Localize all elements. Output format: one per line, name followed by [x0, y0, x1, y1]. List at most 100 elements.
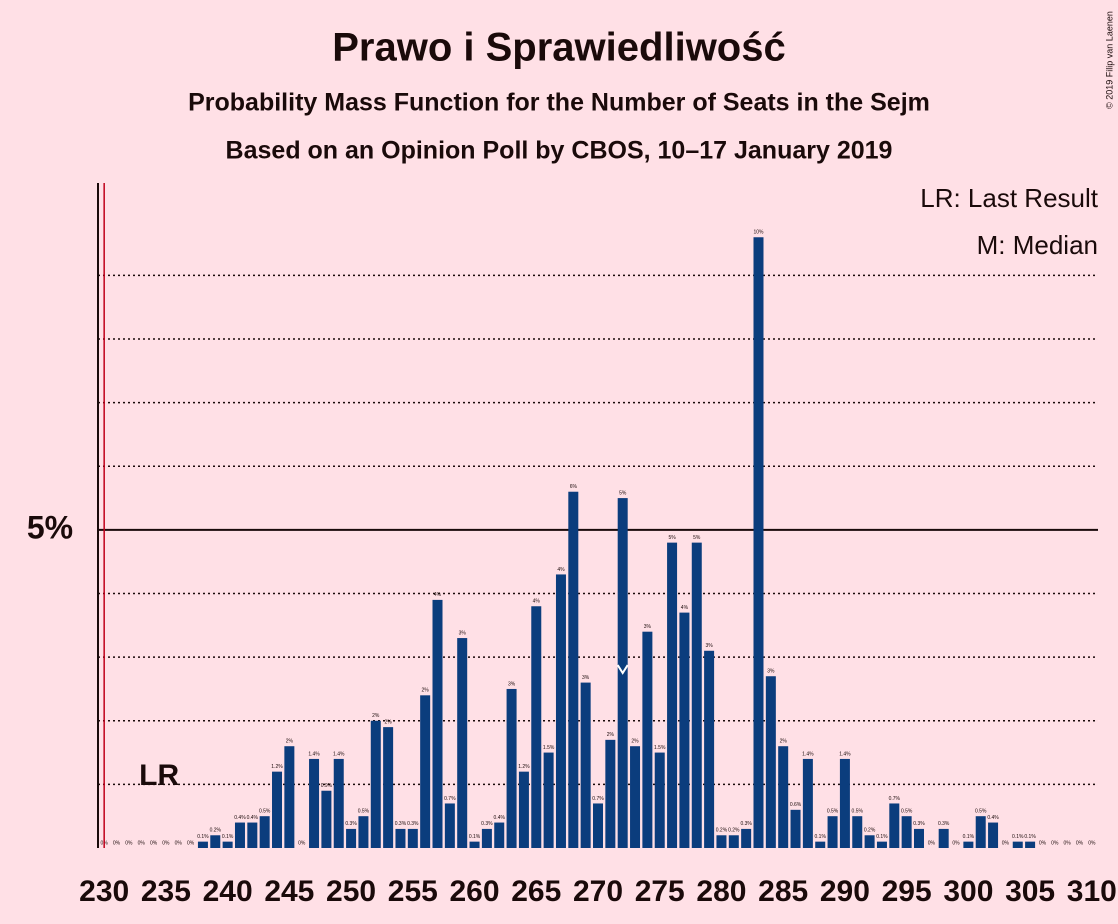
value-label: 2% [607, 732, 615, 738]
x-tick-label: 250 [326, 875, 376, 908]
bar [889, 803, 900, 848]
value-label: 3% [767, 669, 775, 675]
value-label: 0% [928, 840, 936, 846]
value-label: 0.6% [790, 802, 802, 808]
value-label: 0.2% [864, 828, 876, 834]
bar [457, 638, 468, 848]
value-label: 0.5% [827, 809, 839, 815]
bar [370, 720, 381, 848]
bar [988, 822, 999, 848]
value-label: 1.2% [271, 764, 283, 770]
bar [432, 599, 443, 848]
bar [284, 746, 295, 848]
x-tick-label: 255 [388, 875, 438, 908]
value-label: 0.1% [815, 834, 827, 840]
value-label: 3% [459, 630, 467, 636]
value-label: 1.4% [839, 751, 851, 757]
value-label: 1.4% [802, 751, 814, 757]
bar [234, 822, 245, 848]
value-label: 0% [162, 840, 170, 846]
value-label: 0.1% [469, 834, 481, 840]
bar [346, 828, 357, 848]
bar [309, 758, 320, 848]
bar [494, 822, 505, 848]
value-label: 0.2% [210, 828, 222, 834]
bar [913, 828, 924, 848]
bar [716, 835, 727, 848]
value-label: 0% [1076, 840, 1084, 846]
bar [247, 822, 258, 848]
value-label: 4% [557, 567, 565, 573]
chart-subtitle: Based on an Opinion Poll by CBOS, 10–17 … [226, 137, 893, 165]
value-label: 3% [705, 643, 713, 649]
value-label: 2% [631, 739, 639, 745]
bar [963, 841, 974, 848]
value-label: 0.3% [481, 821, 493, 827]
bar [568, 491, 579, 848]
value-label: 0% [175, 840, 183, 846]
bar [765, 676, 776, 848]
x-tick-label: 240 [203, 875, 253, 908]
bar [753, 237, 764, 848]
value-label: 0.9% [321, 783, 333, 789]
bar [938, 828, 949, 848]
value-label: 0% [1064, 840, 1072, 846]
value-label: 5% [668, 535, 676, 541]
value-label: 1.5% [543, 745, 555, 751]
x-tick-label: 285 [758, 875, 808, 908]
value-label: 5% [693, 535, 701, 541]
value-label: 0% [1051, 840, 1059, 846]
value-label: 0% [138, 840, 146, 846]
bar [975, 816, 986, 848]
bar [679, 612, 690, 848]
last-result-label: LR [139, 759, 179, 792]
bar [222, 841, 233, 848]
x-tick-label: 275 [635, 875, 685, 908]
bar [555, 574, 566, 848]
value-label: 0.1% [197, 834, 209, 840]
bar [1025, 841, 1036, 848]
value-label: 1.4% [308, 751, 320, 757]
value-label: 1.5% [654, 745, 666, 751]
bar [827, 816, 838, 848]
value-label: 3% [644, 624, 652, 630]
bar [197, 841, 208, 848]
value-label: 0.3% [913, 821, 925, 827]
bar [876, 841, 887, 848]
value-label: 2% [286, 739, 294, 745]
bar [395, 828, 406, 848]
copyright: © 2019 Filip van Laenen [1104, 11, 1114, 109]
value-label: 10% [753, 230, 764, 236]
value-label: 0.2% [728, 828, 740, 834]
value-label: 0.3% [407, 821, 419, 827]
value-label: 4% [533, 599, 541, 605]
value-label: 0% [1039, 840, 1047, 846]
median-marker [616, 664, 629, 675]
bar [901, 816, 912, 848]
bar [444, 803, 455, 848]
bar [852, 816, 863, 848]
bar [790, 809, 801, 848]
bar [630, 746, 641, 848]
x-tick-label: 245 [264, 875, 314, 908]
value-label: 0% [150, 840, 158, 846]
bar [407, 828, 418, 848]
bar [259, 816, 270, 848]
value-label: 1.2% [518, 764, 530, 770]
bar [778, 746, 789, 848]
bar [531, 606, 542, 848]
value-label: 2% [780, 739, 788, 745]
value-label: 3% [508, 681, 516, 687]
bar [741, 828, 752, 848]
value-label: 0.5% [852, 809, 864, 815]
value-label: 0.3% [938, 821, 950, 827]
value-label: 0% [125, 840, 133, 846]
bar [605, 739, 616, 848]
value-label: 4% [681, 605, 689, 611]
bar [321, 790, 332, 848]
x-tick-label: 305 [1005, 875, 1055, 908]
value-label: 0.1% [1024, 834, 1036, 840]
bar [642, 631, 653, 848]
value-label: 0.1% [876, 834, 888, 840]
